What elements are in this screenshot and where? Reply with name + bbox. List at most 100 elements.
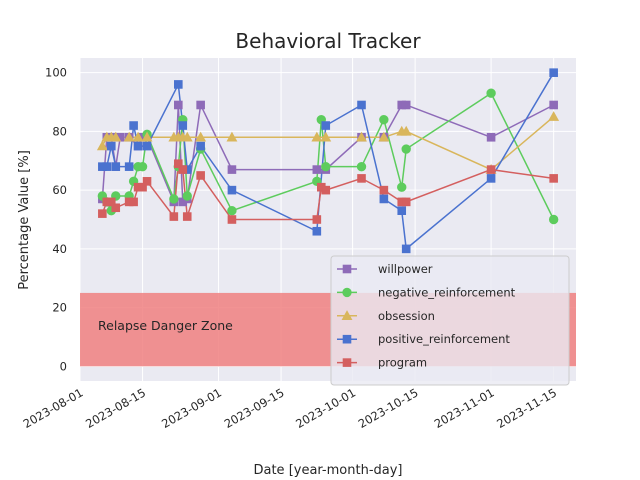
data-point-program: [178, 165, 188, 174]
data-point-program: [174, 159, 183, 169]
legend-item-willpower: willpower: [337, 262, 433, 276]
data-point-willpower: [174, 100, 183, 110]
data-point-obsession: [226, 131, 238, 142]
data-point-program: [486, 165, 496, 174]
data-point-program: [549, 174, 558, 183]
data-point-willpower: [401, 100, 411, 110]
data-point-positive-reinforcement: [133, 141, 143, 151]
y-tick-label: 20: [52, 301, 67, 315]
data-point-obsession: [96, 140, 108, 151]
data-point-obsession: [110, 131, 122, 142]
legend-marker-swatch: [342, 334, 352, 344]
legend-label: positive_reinforcement: [378, 332, 510, 346]
y-axis-ticks: 0 20 40 60 80 100: [45, 66, 67, 374]
data-point-program: [129, 197, 138, 207]
data-point-positive-reinforcement: [227, 185, 237, 195]
data-point-negative-reinforcement: [356, 161, 367, 172]
data-point-positive-reinforcement: [379, 194, 389, 204]
data-point-program: [169, 212, 179, 221]
data-point-positive-reinforcement: [549, 68, 558, 77]
data-point-program: [142, 177, 152, 186]
data-point-positive-reinforcement: [312, 226, 322, 236]
data-point-negative-reinforcement: [137, 161, 148, 172]
data-point-program: [379, 185, 389, 195]
data-point-program: [227, 215, 237, 224]
data-point-positive-reinforcement: [102, 162, 112, 171]
data-point-negative-reinforcement: [486, 88, 496, 98]
data-point-program: [321, 185, 331, 195]
data-point-obsession: [378, 131, 390, 142]
data-point-obsession: [123, 131, 135, 142]
data-point-willpower: [227, 165, 237, 174]
data-point-negative-reinforcement: [379, 114, 389, 125]
data-point-obsession: [311, 131, 323, 142]
data-point-positive-reinforcement: [106, 141, 116, 151]
legend-item-negative-reinforcement: negative_reinforcement: [337, 285, 516, 299]
y-tick-label: 80: [52, 124, 67, 138]
data-point-positive-reinforcement: [397, 206, 407, 215]
data-point-program: [357, 174, 366, 183]
data-point-obsession: [195, 131, 207, 142]
data-point-program: [106, 197, 116, 207]
data-point-positive-reinforcement: [124, 162, 134, 171]
legend-label: negative_reinforcement: [378, 285, 516, 299]
relapse-danger-zone-label: Relapse Danger Zone: [98, 318, 233, 333]
data-point-obsession: [181, 131, 193, 142]
data-point-positive-reinforcement: [142, 141, 152, 151]
legend-item-program: program: [337, 356, 427, 370]
data-point-program: [401, 197, 411, 207]
data-point-negative-reinforcement: [397, 182, 407, 192]
data-point-willpower: [196, 100, 205, 110]
data-point-willpower: [312, 165, 322, 174]
data-point-negative-reinforcement: [321, 161, 331, 172]
y-tick-label: 0: [60, 359, 67, 373]
data-point-obsession: [320, 131, 332, 142]
legend-label: program: [378, 356, 427, 370]
legend-marker-swatch: [341, 310, 353, 320]
data-point-willpower: [486, 132, 496, 142]
data-point-program: [98, 209, 107, 218]
y-tick-label: 40: [52, 242, 67, 256]
data-point-obsession: [548, 111, 560, 121]
data-point-willpower: [549, 100, 558, 110]
legend-marker-swatch: [342, 287, 352, 298]
data-point-program: [312, 215, 322, 224]
data-point-positive-reinforcement: [129, 121, 138, 130]
legend: willpower negative_reinforcement obsession…: [330, 255, 570, 386]
data-point-negative-reinforcement: [548, 214, 559, 225]
data-point-positive-reinforcement: [357, 100, 366, 110]
legend-marker-swatch: [342, 358, 352, 367]
data-point-negative-reinforcement: [182, 191, 192, 201]
legend-label: willpower: [378, 262, 433, 276]
data-point-positive-reinforcement: [111, 162, 121, 171]
data-point-positive-reinforcement: [321, 121, 331, 130]
x-axis-title: Date [year-month-day]: [253, 463, 402, 478]
data-point-positive-reinforcement: [401, 244, 411, 254]
data-point-program: [111, 203, 121, 213]
legend-item-obsession: obsession: [337, 309, 435, 323]
data-point-obsession: [132, 131, 144, 142]
data-point-positive-reinforcement: [174, 80, 183, 89]
data-point-positive-reinforcement: [196, 141, 205, 151]
chart-title: Behavioral Tracker: [235, 29, 421, 53]
legend-label: obsession: [378, 309, 435, 323]
data-point-program: [196, 171, 205, 180]
y-axis-title: Percentage Value [%]: [17, 150, 32, 290]
data-point-program: [138, 182, 147, 192]
y-tick-label: 100: [45, 66, 67, 80]
data-point-negative-reinforcement: [169, 194, 179, 204]
data-point-obsession: [400, 125, 412, 136]
legend-item-positive-reinforcement: positive_reinforcement: [337, 332, 510, 346]
data-point-positive-reinforcement: [486, 174, 496, 183]
data-point-negative-reinforcement: [227, 205, 237, 216]
data-point-negative-reinforcement: [401, 144, 411, 154]
y-tick-label: 60: [52, 183, 67, 197]
legend-box: [330, 255, 570, 386]
series-markers: [96, 68, 560, 254]
data-point-positive-reinforcement: [178, 121, 188, 130]
data-point-program: [182, 212, 192, 221]
data-point-obsession: [141, 131, 153, 142]
data-point-obsession: [356, 131, 367, 142]
legend-marker-swatch: [342, 264, 352, 274]
